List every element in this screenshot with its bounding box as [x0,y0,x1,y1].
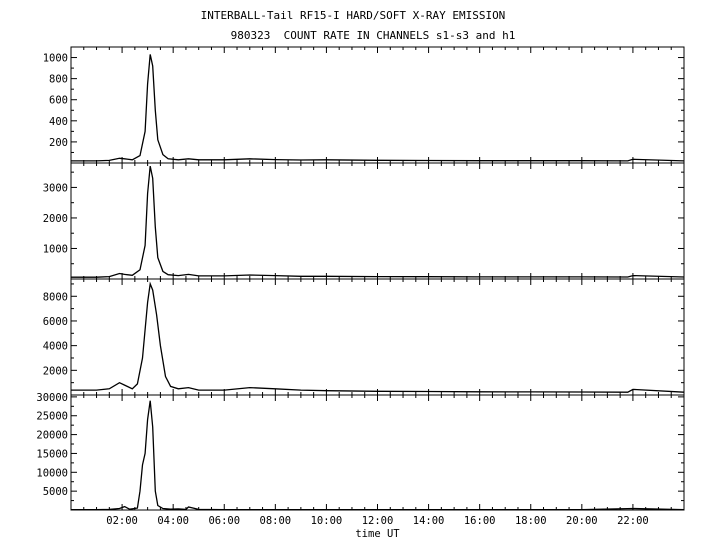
x-tick-label: 22:00 [617,515,649,527]
panel-4-series-line [71,400,685,511]
x-tick-label: 06:00 [208,515,240,527]
x-tick-label: 04:00 [157,515,189,527]
x-tick-label: 14:00 [413,515,445,527]
x-tick-label: 16:00 [464,515,496,527]
x-tick-label: 20:00 [566,515,598,527]
panel-3-ytick-label: 2000 [43,365,68,377]
x-tick-label: 12:00 [362,515,394,527]
panel-1-ytick-label: 800 [49,74,68,86]
panel-1-ytick-label: 1000 [43,53,68,65]
panel-3-ytick-label: 8000 [43,291,68,303]
panel-4-ytick-label: 25000 [36,411,68,423]
panel-1-frame [70,46,685,164]
panel-3-ytick-label: 4000 [43,341,68,353]
panel-4-ytick-label: 30000 [36,392,68,404]
panel-2-frame [70,162,685,280]
panel-3-series-line [71,281,685,393]
x-tick-label: 10:00 [311,515,343,527]
x-tick-label: 08:00 [260,515,292,527]
panel-1-ytick-label: 600 [49,95,68,107]
panel-2-ytick-label: 1000 [43,243,68,255]
panel-4-ytick-label: 10000 [36,467,68,479]
panel-4-ytick-label: 5000 [43,486,68,498]
panel-3-frame [70,278,685,396]
chart-subtitle: 980323 COUNT RATE IN CHANNELS s1-s3 and … [230,29,516,42]
panel-1-ytick-label: 400 [49,116,68,128]
panel-3-ytick-label: 6000 [43,316,68,328]
panel-4-ytick-label: 20000 [36,430,68,442]
x-axis-label: time UT [355,528,400,540]
x-tick-label: 18:00 [515,515,547,527]
chart-title: INTERBALL-Tail RF15-I HARD/SOFT X-RAY EM… [200,9,506,22]
panel-2-ytick-label: 3000 [43,182,68,194]
panel-4-ytick-label: 15000 [36,448,68,460]
panel-1-series-line [71,54,685,162]
x-tick-label: 02:00 [106,515,138,527]
panel-4-frame [70,394,685,511]
panel-2-series-line [71,165,685,278]
panel-2-ytick-label: 2000 [43,213,68,225]
panel-1-ytick-label: 200 [49,137,68,149]
